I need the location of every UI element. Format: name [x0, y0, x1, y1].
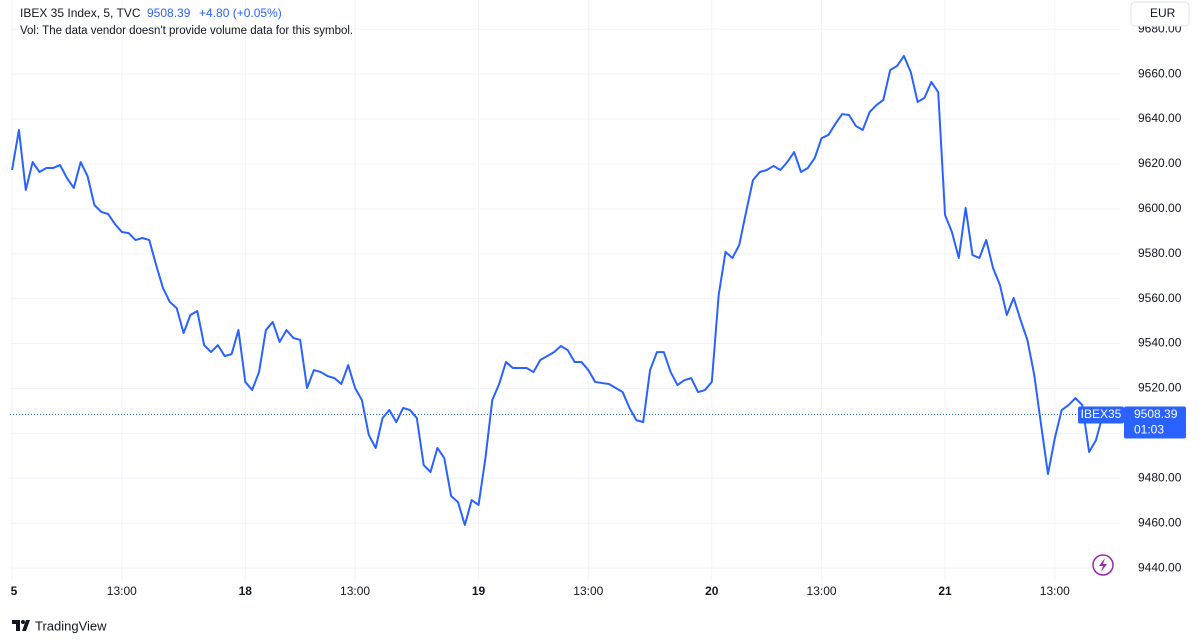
y-tick-label: 9580.00 [1138, 246, 1182, 260]
lightning-icon[interactable] [1092, 554, 1114, 576]
x-tick-label: 18 [239, 584, 253, 598]
x-tick-label: 20 [705, 584, 719, 598]
currency-button[interactable] [1130, 1, 1190, 27]
x-tick-label: 13:00 [573, 584, 603, 598]
header-change: +4.80 (+0.05%) [199, 6, 282, 20]
y-tick-label: 9600.00 [1138, 201, 1182, 215]
symbol-label-box [1078, 406, 1124, 424]
price-label: 9508.39 [1134, 407, 1178, 421]
symbol-label: IBEX35 [1081, 407, 1122, 421]
plot [10, 54, 1120, 526]
x-tick-label: 13:00 [807, 584, 837, 598]
x-tick-label: 5 [11, 584, 18, 598]
countdown-label: 01:03 [1134, 423, 1164, 437]
header-price: 9508.39 [147, 6, 191, 20]
y-tick-label: 9440.00 [1138, 560, 1182, 574]
y-tick-label: 9460.00 [1138, 515, 1182, 529]
axes: 9440.009460.009480.009500.009520.009540.… [11, 21, 1186, 598]
chart-title: IBEX 35 Index, 5, TVC [20, 6, 141, 20]
grid [10, 0, 1120, 580]
x-tick-label: 13:00 [340, 584, 370, 598]
y-tick-label: 9480.00 [1138, 470, 1182, 484]
brand-logo [12, 620, 30, 631]
currency-label[interactable]: EUR [1150, 6, 1176, 20]
y-tick-label: 9620.00 [1138, 156, 1182, 170]
x-tick-label: 13:00 [1040, 584, 1070, 598]
y-tick-label: 9540.00 [1138, 336, 1182, 350]
y-tick-label: 9640.00 [1138, 111, 1182, 125]
y-tick-label: 9660.00 [1138, 66, 1182, 80]
y-tick-label: 9520.00 [1138, 381, 1182, 395]
brand-name: TradingView [35, 618, 107, 633]
x-tick-label: 13:00 [107, 584, 137, 598]
price-label-box [1124, 406, 1186, 439]
volume-note: Vol: The data vendor doesn't provide vol… [20, 25, 353, 37]
x-tick-label: 19 [472, 584, 486, 598]
x-tick-label: 21 [938, 584, 952, 598]
y-tick-label: 9560.00 [1138, 291, 1182, 305]
price-line-series [11, 54, 1104, 526]
